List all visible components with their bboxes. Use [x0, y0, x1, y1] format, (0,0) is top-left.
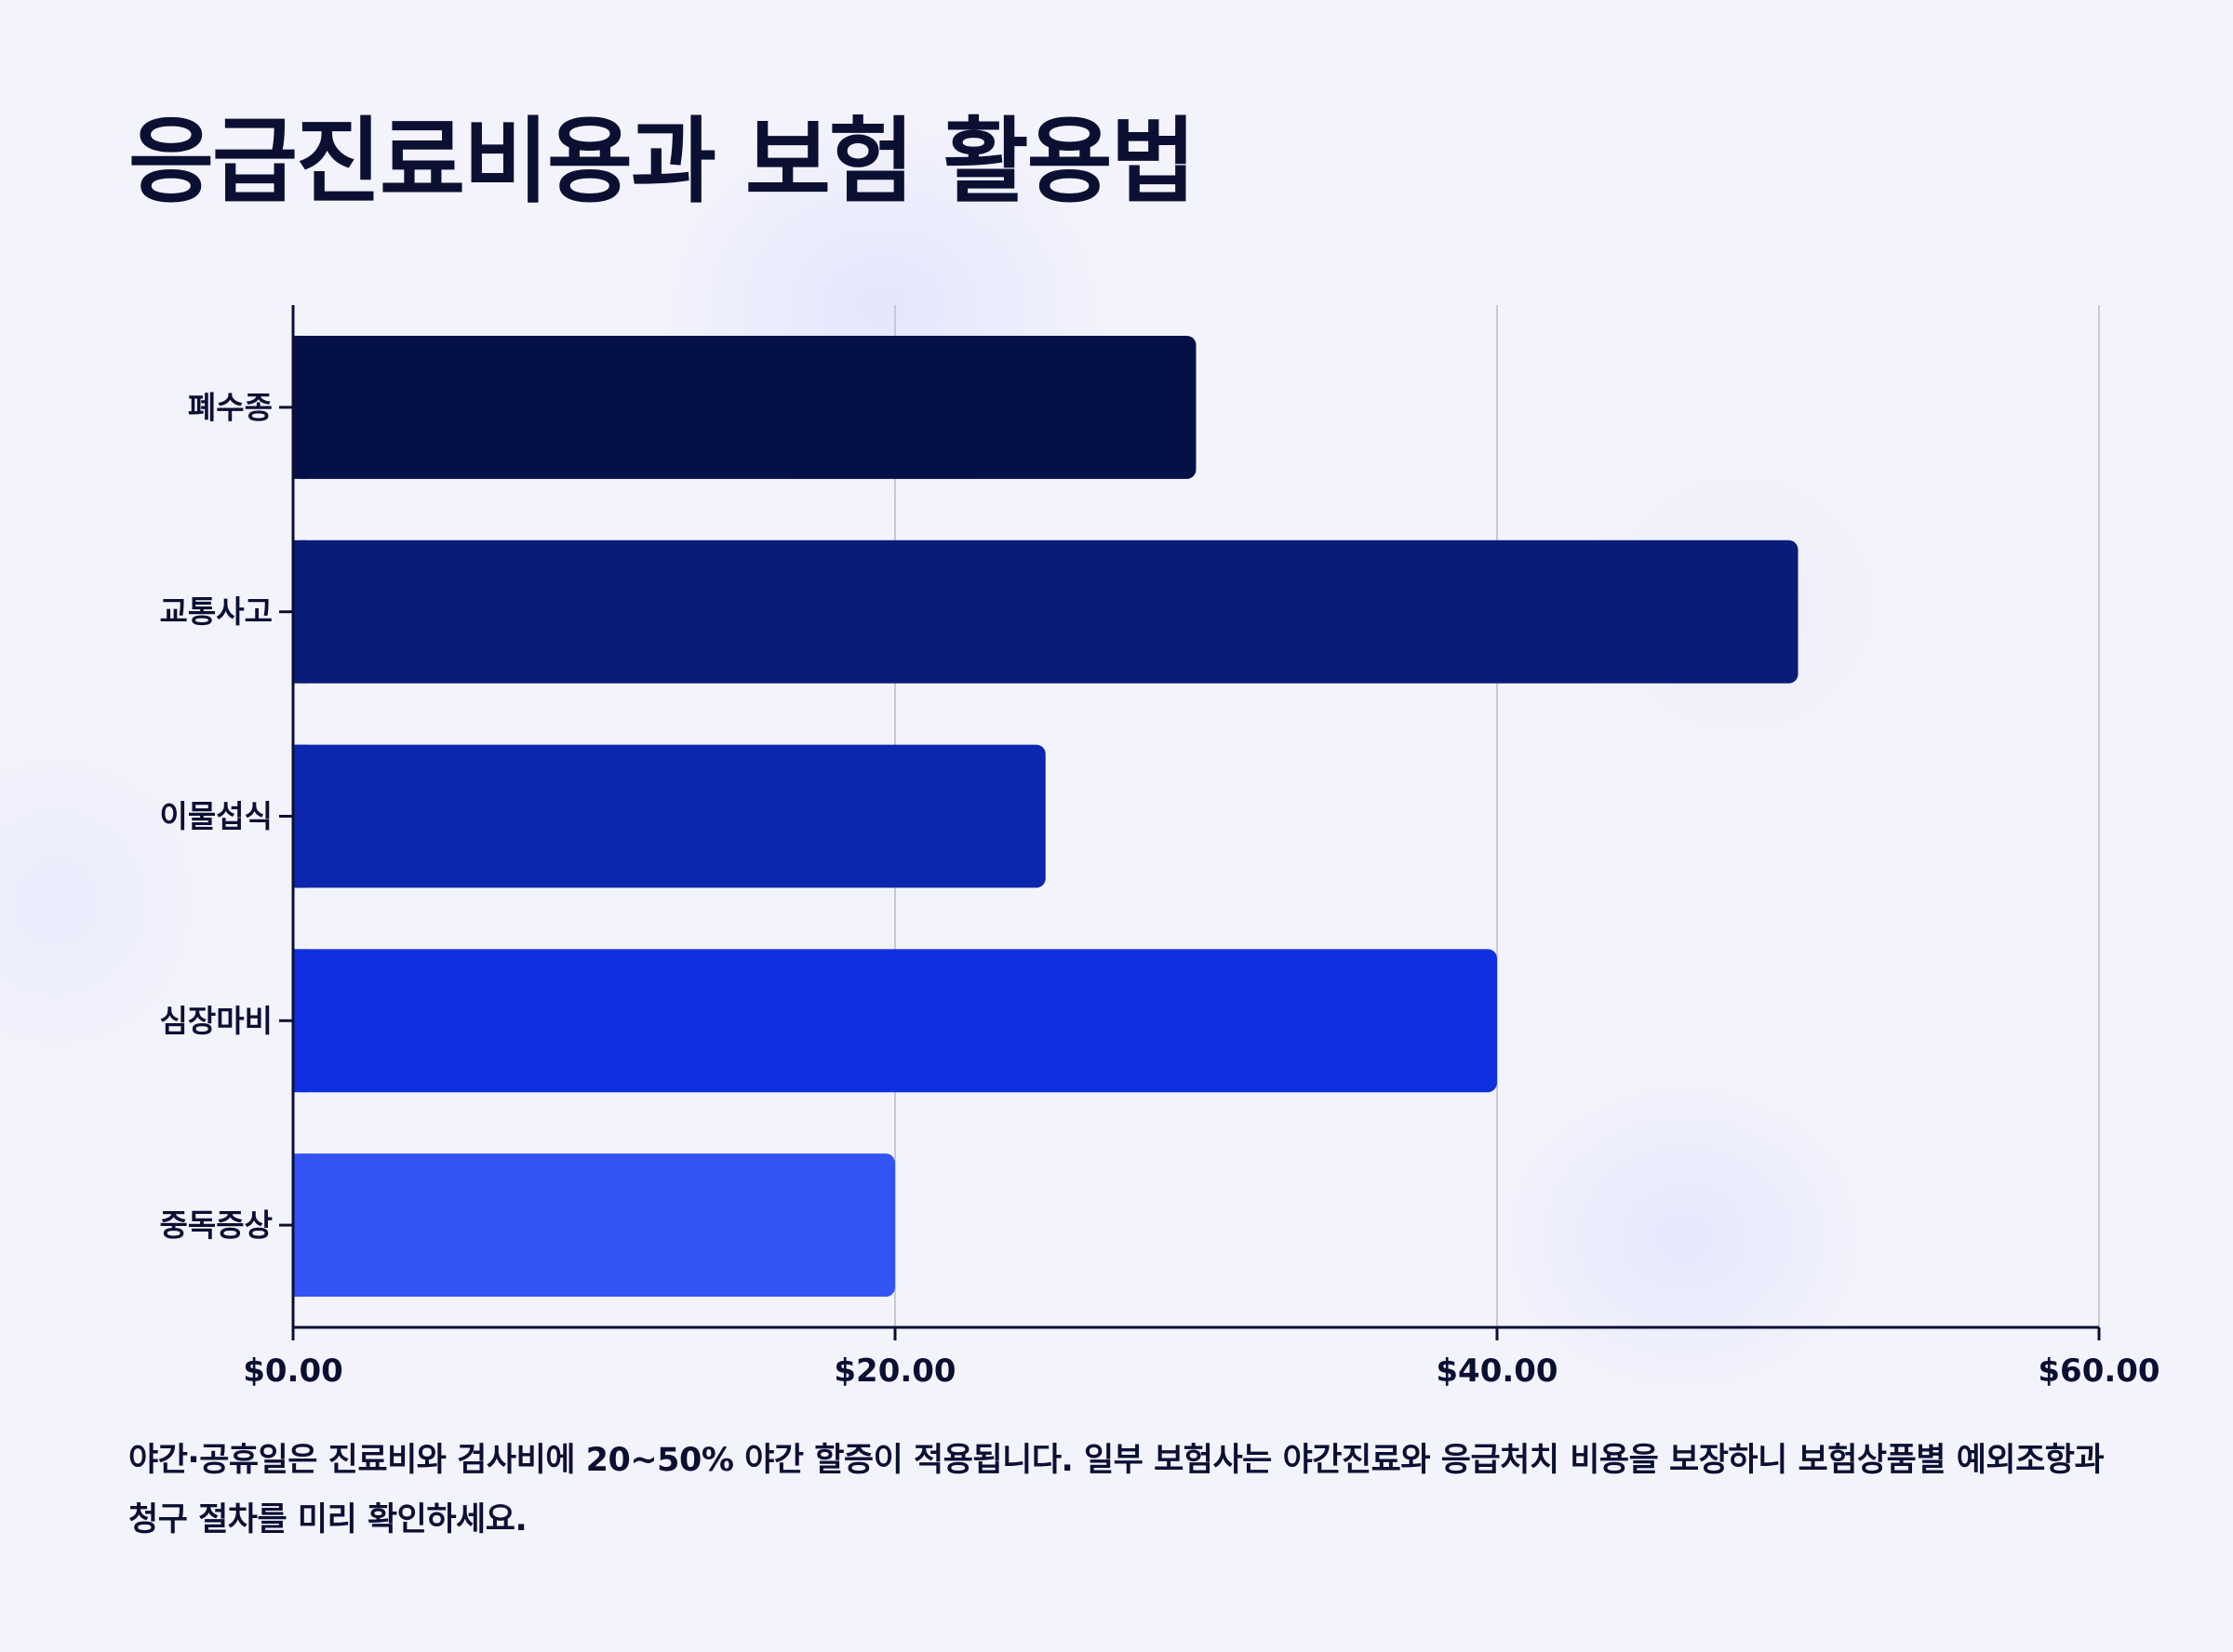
bar-2-edge [293, 540, 306, 684]
category-label: 중독증상 [160, 1207, 273, 1244]
category-label: 심장마비 [160, 1003, 273, 1039]
footnote-text: 야간·공휴일은 진료비와 검사비에 20~50% 야간 할증이 적용됩니다. 일… [128, 1442, 2105, 1539]
bar-3-edge [293, 744, 306, 888]
bar-1-edge [293, 335, 306, 479]
bar-4 [293, 949, 1497, 1093]
axes [279, 305, 2101, 1340]
chart-title: 응급진료비용과 보험 활용법 [128, 107, 1197, 216]
bar-1 [293, 335, 1197, 479]
bar-2 [293, 540, 1798, 684]
x-tick-label: $0.00 [243, 1352, 343, 1390]
category-label: 교통사고 [160, 593, 273, 630]
category-label: 폐수종 [188, 389, 273, 425]
bar-5 [293, 1153, 895, 1298]
category-label: 이물섭식 [160, 798, 273, 834]
bar-4-edge [293, 949, 306, 1093]
bar-5-edge [293, 1153, 306, 1298]
x-tick-label: $40.00 [1436, 1352, 1558, 1390]
x-tick-label: $60.00 [2038, 1352, 2159, 1390]
bars [293, 335, 1798, 1298]
x-tick-label: $20.00 [834, 1352, 956, 1390]
bar-3 [293, 744, 1046, 888]
